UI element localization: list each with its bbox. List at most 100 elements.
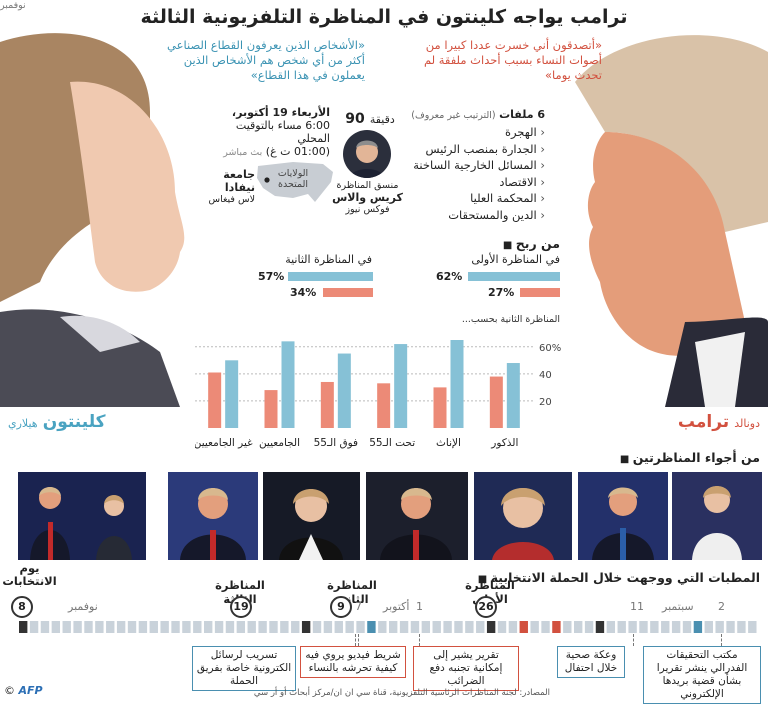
connector-tax [419, 634, 420, 646]
label-day-7: 7 [355, 600, 362, 613]
country-label: الولايات المتحدة [277, 168, 309, 190]
timeline-day-cell [291, 621, 300, 633]
chart-bar-clinton [281, 341, 295, 428]
chart-bar-clinton [394, 344, 408, 428]
timeline-day-cell [193, 621, 202, 633]
debate2-label: في المناظرة الثانية [285, 253, 372, 266]
timeline-day-cell [160, 621, 169, 633]
timeline-day-cell [639, 621, 648, 633]
timeline-day-cell [312, 621, 322, 633]
timeline-day-cell [563, 621, 572, 633]
duration: 90 دقيقة [340, 108, 400, 127]
debate1-clinton-bar [468, 272, 560, 281]
chart-bar-trump [377, 383, 391, 428]
event-date: الأربعاء 19 أكتوبر، [231, 106, 330, 119]
footer-logo: © AFP [4, 684, 43, 697]
topic-item: الجدارة بمنصب الرئيس [400, 141, 545, 158]
moderator-network: فوكس نيوز [345, 204, 390, 215]
clinton-last: كلينتون [42, 412, 106, 432]
timeline-day-cell [214, 621, 224, 633]
timeline-day-cell [389, 621, 398, 633]
timeline-day-cell [421, 621, 431, 633]
winner-heading: من ربح [470, 236, 560, 251]
timeline-day-cell [378, 621, 387, 633]
timeline-strip [19, 621, 757, 633]
timeline-day-cell [432, 621, 441, 633]
debate2-trump-pct: 34% [290, 286, 317, 299]
debate2-clinton-bar [288, 272, 373, 281]
photo-both-candidates [18, 472, 146, 560]
timeline-day-cell [497, 621, 507, 633]
connector-video [358, 634, 359, 646]
chart-ytick-label: 40 [539, 370, 552, 381]
chart-ytick-label: 20 [539, 397, 552, 408]
duration-unit: دقيقة [369, 113, 395, 126]
photo-trump-debate2 [168, 472, 258, 560]
note-tax: تقرير يشير إلى إمكانية تجنبه دفع الضرائب [413, 646, 519, 691]
atmosphere-heading: من أجواء المناظرتين [560, 450, 760, 465]
election-day-marker: 8 [11, 596, 33, 618]
clinton-first: هيلاري [8, 417, 38, 430]
venue-block: جامعة نيفادا لاس فيغاس [195, 168, 255, 205]
footer-sources: المصادر: لجنة المناظرات الرئاسية التلفزي… [253, 688, 550, 698]
connector-fbi [721, 634, 722, 646]
timeline-day-cell [323, 621, 333, 633]
demographics-chart: 20 40 60% الذكور الإناث تحت الـ55 فوق الـ55 الج… [195, 340, 561, 449]
label-october: أكتوبر [383, 600, 410, 613]
timeline-day-cell [356, 621, 365, 633]
connector-health [633, 634, 634, 646]
moderator-avatar [343, 130, 391, 178]
timeline-day-cell [225, 621, 235, 633]
photo-clinton-debate1 [672, 472, 762, 560]
chart-category-label: الإناث [436, 437, 461, 449]
clinton-name: كلينتون هيلاري [8, 412, 118, 432]
label-november: نوفمبر [68, 600, 98, 613]
timeline-day-cell [519, 621, 528, 633]
chart-category-label: غير الجامعيين [195, 437, 253, 449]
topics-list: الهجرة الجدارة بمنصب الرئيس المسائل الخا… [400, 124, 545, 223]
chart-category-label: الذكور [490, 437, 518, 449]
clinton-portrait [0, 22, 200, 407]
live-label: بث مباشر [223, 147, 263, 158]
label-september: سبتمبر [662, 600, 694, 613]
chart-bar-trump [264, 390, 278, 428]
topic-item: الاقتصاد [400, 174, 545, 191]
timeline-day-cell [95, 621, 104, 633]
moderator-name: كريس والاس [332, 191, 403, 204]
note-fbi: مكتب التحقيقات الفدرالي ينشر تقريرا بشأن… [643, 646, 761, 704]
chart-category-label: الجامعيين [259, 437, 300, 449]
timeline-day-cell [552, 621, 561, 633]
timeline-day-cell [51, 621, 61, 633]
timeline-day-cell [661, 621, 670, 633]
chart-bar-clinton [225, 360, 239, 428]
trump-name: دونالد ترامب [660, 412, 760, 432]
event-time-local: 6:00 مساء بالتوقيت المحلي [235, 119, 330, 145]
timeline-day-cell [606, 621, 616, 633]
timeline-day-cell [301, 621, 311, 633]
photo-clinton-closeup [474, 472, 572, 560]
afp-logo: AFP [18, 684, 43, 697]
timeline-day-cell [508, 621, 518, 633]
chart-bar-clinton [450, 340, 464, 428]
chart-ytick-label: 60% [539, 343, 561, 354]
copyright-symbol: © [4, 684, 15, 697]
event-time-gmt: (01:00 ت غ) [265, 145, 330, 158]
timeline-day-cell [671, 621, 681, 633]
timeline-day-cell [29, 621, 39, 633]
timeline-day-cell [399, 621, 409, 633]
chart-category-label: تحت الـ55 [369, 437, 415, 449]
timeline-day-cell [530, 621, 539, 633]
event-time-row: (01:00 ت غ) بث مباشر [200, 145, 330, 158]
venue-city: لاس فيغاس [208, 194, 255, 205]
timeline-day-cell [737, 621, 746, 633]
timeline-day-cell [584, 621, 594, 633]
timeline-day-cell [574, 621, 583, 633]
first-debate-marker: 26 [475, 596, 497, 618]
topics-count: 6 ملفات [499, 108, 545, 121]
timeline-day-cell [116, 621, 126, 633]
timeline-day-cell [650, 621, 659, 633]
timeline-day-cell [476, 621, 485, 633]
timeline-day-cell [465, 621, 474, 633]
timeline-day-cell [247, 621, 256, 633]
timeline-day-cell [149, 621, 158, 633]
